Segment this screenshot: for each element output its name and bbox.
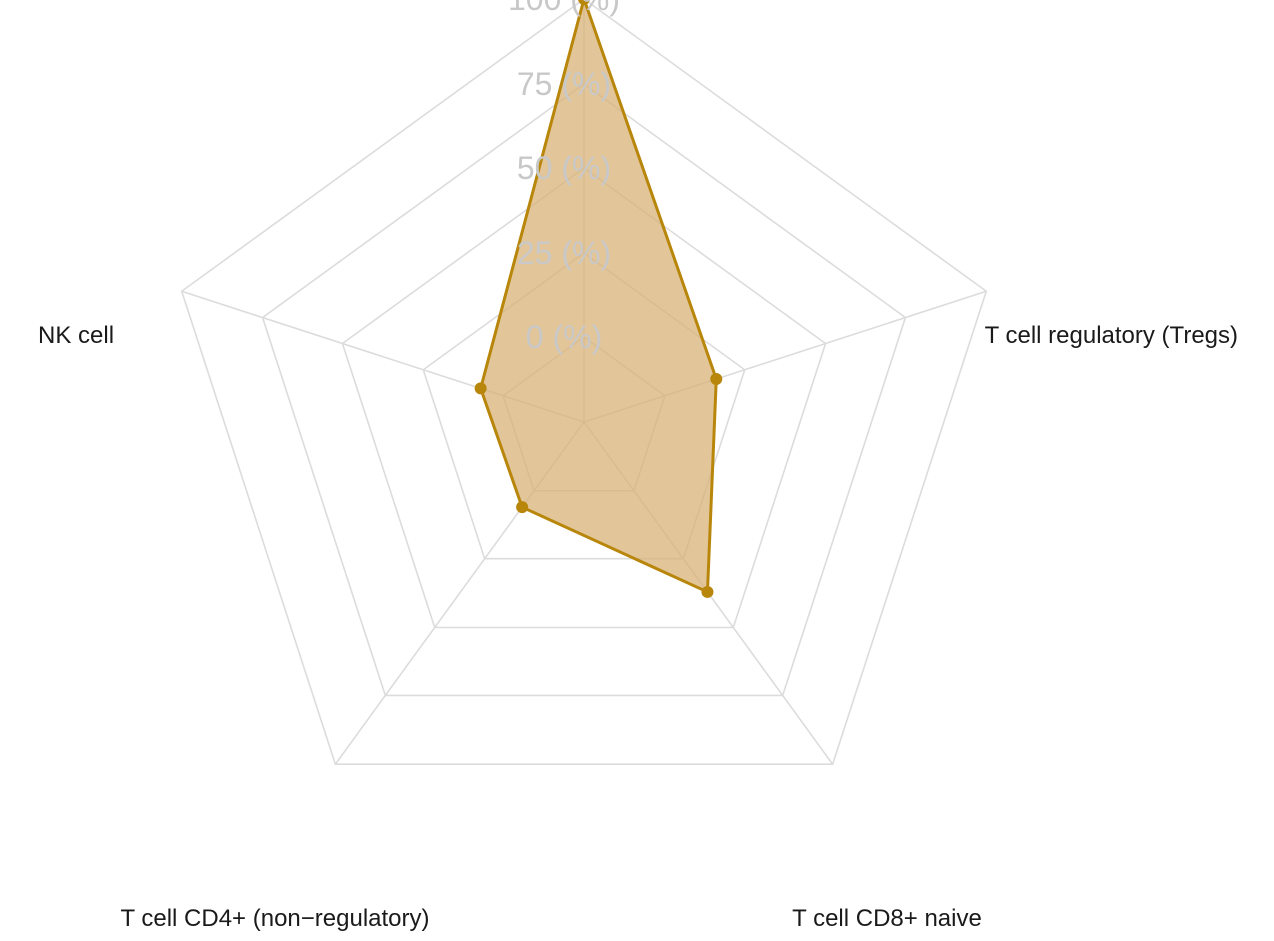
- grid-ring: [180, 0, 988, 766]
- axis-label: T cell CD4+ (non−regulatory): [120, 905, 429, 932]
- tick-label: 100 (%): [508, 0, 620, 17]
- data-point: [578, 0, 590, 5]
- data-point: [710, 373, 723, 386]
- axis-label: T cell CD8+ naive: [792, 905, 982, 932]
- radar-axis-labels: T cell regulatory (Tregs) T cell CD8+ nai…: [38, 322, 1238, 932]
- grid-ring: [341, 167, 827, 629]
- radar-tick-labels: 0 (%) 25 (%) 50 (%) 75 (%) 100 (%): [508, 0, 620, 355]
- data-point: [474, 382, 487, 395]
- tick-label: 50 (%): [517, 150, 611, 186]
- data-point: [516, 501, 529, 514]
- grid-ring: [261, 83, 907, 697]
- tick-label: 0 (%): [526, 319, 602, 355]
- axis-label: T cell regulatory (Tregs): [985, 322, 1238, 349]
- tick-label: 25 (%): [517, 235, 611, 271]
- axis-label: NK cell: [38, 322, 114, 349]
- data-point: [701, 585, 714, 598]
- series-area: [479, 0, 718, 594]
- tick-label: 75 (%): [517, 66, 611, 102]
- radar-series-layer: [474, 0, 723, 598]
- grid-ring: [422, 252, 746, 560]
